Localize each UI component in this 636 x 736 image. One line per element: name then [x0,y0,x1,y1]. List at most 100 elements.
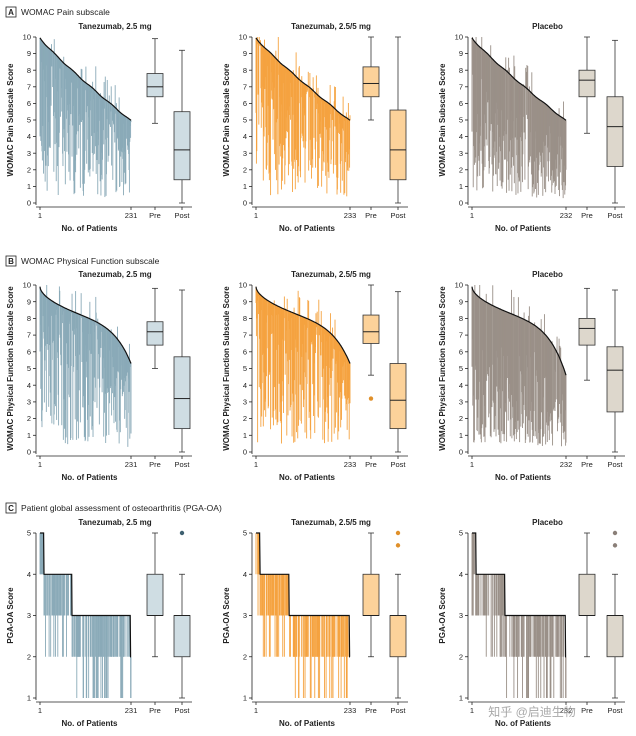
y-tick-label: 9 [243,49,247,58]
y-tick-label: 8 [459,66,463,75]
box-label: Post [607,460,623,469]
y-tick-label: 4 [459,381,463,390]
x-tick-label: 1 [38,706,42,715]
y-tick-label: 0 [459,199,463,208]
y-tick-label: 3 [27,398,31,407]
y-tick-label: 8 [27,66,31,75]
box-pre [362,284,380,401]
y-tick-label: 3 [459,149,463,158]
section-c: C Patient global assessment of osteoarthr… [5,502,222,514]
x-tick-label: 1 [38,460,42,469]
y-tick-label: 3 [27,611,31,620]
waterfall-bars [255,37,351,197]
waterfall-bars [255,533,350,698]
section-letter: B [8,257,14,266]
y-axis-label: PGA-OA Score [6,587,15,644]
y-tick-label: 4 [459,132,463,141]
box-outlier [612,530,618,536]
y-tick-label: 9 [27,49,31,58]
x-tick-label: 231 [125,706,138,715]
y-tick-label: 2 [243,414,247,423]
waterfall-bars [471,285,567,447]
y-tick-label: 9 [27,297,31,306]
y-tick-label: 1 [459,182,463,191]
y-axis-label: PGA-OA Score [222,587,231,644]
box-iqr [578,573,596,616]
box-label: Post [174,460,190,469]
y-tick-label: 7 [243,331,247,340]
x-axis-label: No. of Patients [495,473,552,482]
y-tick-label: 4 [27,381,31,390]
waterfall-bars [39,533,132,698]
y-tick-label: 8 [243,314,247,323]
y-tick-label: 6 [243,99,247,108]
section-title: WOMAC Pain subscale [21,7,110,17]
section-title: Patient global assessment of osteoarthri… [21,503,222,513]
x-axis-label: No. of Patients [61,719,118,728]
box-label: Pre [149,706,161,715]
y-tick-label: 10 [455,281,463,290]
y-tick-label: 6 [27,347,31,356]
x-axis-label: No. of Patients [495,224,552,233]
y-tick-label: 5 [459,364,463,373]
box-post [389,530,407,699]
y-tick-label: 5 [459,529,463,538]
baseline-line [39,37,132,121]
box-iqr [578,69,596,98]
box-post [606,39,624,204]
y-tick-label: 3 [459,398,463,407]
y-tick-label: 5 [243,116,247,125]
panel-title: Tanezumab, 2.5 mg [78,518,151,527]
box-iqr [389,363,407,430]
y-tick-label: 8 [243,66,247,75]
y-tick-label: 6 [459,99,463,108]
box-pre [146,532,164,658]
y-tick-label: 7 [459,331,463,340]
panel-c-tan255: Tanezumab, 2.5/5 mg 1 2 3 4 5 PGA-OA Score 1 233… [222,518,408,728]
box-iqr [606,96,624,167]
baseline-line [471,286,567,376]
box-label: Pre [365,460,377,469]
y-tick-label: 1 [243,431,247,440]
box-iqr [606,615,624,658]
y-tick-label: 6 [243,347,247,356]
box-label: Pre [365,211,377,220]
x-axis-label: No. of Patients [61,224,118,233]
waterfall-bars [39,37,132,198]
baseline-line [40,532,132,658]
y-tick-label: 5 [243,529,247,538]
x-tick-label: 1 [254,706,258,715]
y-tick-label: 9 [459,49,463,58]
panel-c-placebo: Placebo 1 2 3 4 5 PGA-OA Score 1 232 Pre Post No. o… [438,518,625,728]
box-iqr [173,111,191,181]
box-outlier [368,396,374,401]
section-letter: A [8,8,14,17]
panel-title: Tanezumab, 2.5 mg [78,270,151,279]
section-a: A WOMAC Pain subscale [5,6,110,18]
box-pre [146,287,164,369]
y-tick-label: 10 [23,33,31,42]
y-tick-label: 2 [27,414,31,423]
box-pre [146,38,164,124]
y-axis-label: WOMAC Pain Subscale Score [222,63,231,176]
box-label: Post [174,211,190,220]
y-tick-label: 7 [27,331,31,340]
box-pre [578,287,596,381]
box-label: Pre [149,211,161,220]
panel-title: Tanezumab, 2.5 mg [78,22,151,31]
box-outlier [395,530,401,536]
y-tick-label: 8 [27,314,31,323]
y-tick-label: 10 [239,281,247,290]
waterfall-bars [471,37,567,199]
panel-title: Tanezumab, 2.5/5 mg [291,518,371,527]
y-tick-label: 3 [27,149,31,158]
y-tick-label: 3 [243,149,247,158]
y-tick-label: 8 [459,314,463,323]
box-label: Post [390,706,406,715]
box-iqr [146,73,164,98]
y-tick-label: 0 [27,199,31,208]
